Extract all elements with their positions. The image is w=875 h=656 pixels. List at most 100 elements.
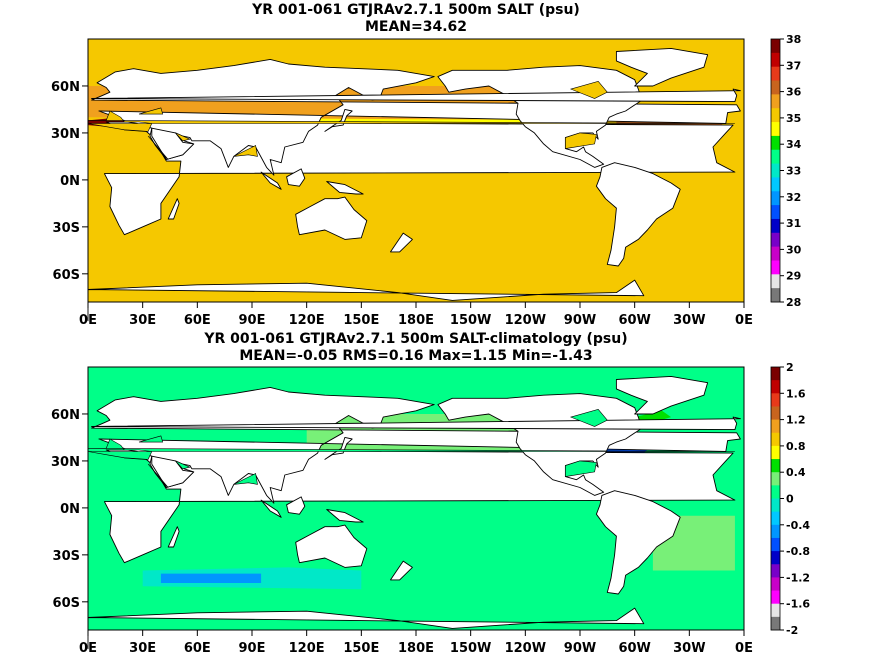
colorbar-swatch <box>771 590 780 605</box>
land-madagascar <box>167 198 180 220</box>
colorbar-swatch <box>771 288 780 303</box>
colorbar-label: -1.6 <box>786 598 810 611</box>
x-tick-label: 150E <box>343 641 379 656</box>
x-tick-label: 0E <box>735 641 753 656</box>
colorbar-swatch <box>771 52 780 68</box>
y-tick-label: 60N <box>51 80 80 95</box>
x-tick-label: 120E <box>289 313 325 328</box>
sea-gulf-of-mexico <box>565 460 597 477</box>
x-tick-label: 30W <box>673 641 705 656</box>
colorbar-swatch <box>771 511 780 526</box>
colorbar-swatch <box>771 380 780 394</box>
land-arabia-fix <box>151 127 195 160</box>
land-new-guinea <box>326 181 364 195</box>
land-australia <box>295 524 368 568</box>
land-uk <box>91 88 741 103</box>
colorbar-swatch <box>771 537 780 552</box>
sea-hudson-bay <box>569 408 608 427</box>
y-tick-label: 60N <box>51 408 80 423</box>
colorbar-swatch <box>771 205 780 220</box>
x-tick-label: 90E <box>239 641 266 656</box>
colorbar-label: 0.8 <box>786 440 806 453</box>
colorbar-swatch <box>771 406 780 420</box>
colorbar-swatch <box>771 149 780 164</box>
x-tick-label: 120W <box>505 641 546 656</box>
x-tick-label: 120E <box>289 641 325 656</box>
x-tick-label: 150W <box>450 313 491 328</box>
sea-persian-gulf <box>175 460 191 470</box>
land-new-zealand <box>390 560 413 581</box>
colorbar-swatch <box>771 191 780 206</box>
top-chart-title-line2: MEAN=34.62 <box>364 19 468 35</box>
land-south-america <box>595 162 681 267</box>
colorbar-swatch <box>771 498 780 513</box>
land-sumatra <box>260 171 282 190</box>
land-south-america <box>595 490 681 595</box>
map-panel-0: 0E 30E 60E 90E 120E 150E 180E 150W 120W 90W 60W 30W… <box>51 33 802 328</box>
top-chart-title-line1: YR 001-061 GTJRAv2.7.1 500m SALT (psu) <box>252 2 580 18</box>
colorbar-swatch <box>771 39 780 54</box>
x-tick-label: 90W <box>564 313 596 328</box>
sea-mediterranean <box>87 110 735 132</box>
colorbar-swatch <box>771 246 780 261</box>
colorbar-swatch <box>771 122 780 137</box>
land-madagascar <box>167 526 180 548</box>
x-tick-label: 0E <box>79 641 97 656</box>
colorbar-swatch <box>771 445 780 460</box>
colorbar-swatch <box>771 94 780 109</box>
colorbar-swatch <box>771 177 780 192</box>
colorbar-swatch <box>771 551 780 565</box>
colorbar-swatch <box>771 616 780 631</box>
colorbar-label: 33 <box>786 165 801 178</box>
colorbar-label: 0.4 <box>786 466 806 479</box>
colorbar-label: 34 <box>786 138 802 151</box>
land-greenland <box>615 375 709 415</box>
sea-hudson-bay <box>569 80 608 99</box>
field-indian-ocean-core <box>160 573 262 583</box>
x-tick-label: 60E <box>184 641 211 656</box>
sea-black-sea <box>138 435 164 443</box>
sea-black-sea <box>138 107 164 115</box>
colorbar-label: 0 <box>786 493 794 506</box>
x-tick-label: 30E <box>129 313 156 328</box>
colorbar-swatch <box>771 80 780 95</box>
colorbar-label: 38 <box>786 33 801 46</box>
colorbar-label: -2 <box>786 624 798 637</box>
y-tick-label: 60S <box>53 268 80 283</box>
land-borneo <box>286 168 306 187</box>
land-new-zealand <box>390 232 413 253</box>
colorbar-swatch <box>771 66 780 81</box>
colorbar-label: 35 <box>786 112 801 125</box>
colorbar-swatch <box>771 218 780 234</box>
land-australia <box>295 196 368 240</box>
land-uk <box>91 416 741 431</box>
x-tick-label: 0E <box>735 313 753 328</box>
colorbar-swatch <box>771 393 780 407</box>
x-tick-label: 30W <box>673 313 705 328</box>
sea-gulf-of-mexico <box>565 132 597 149</box>
x-tick-label: 180E <box>398 313 434 328</box>
colorbar-swatch <box>771 260 780 275</box>
land-sumatra <box>260 499 282 518</box>
colorbar-label: 36 <box>786 86 802 99</box>
x-tick-label: 180E <box>398 641 434 656</box>
colorbar-swatch <box>771 163 780 178</box>
colorbar-swatch <box>771 108 780 123</box>
colorbar-swatch <box>771 135 780 151</box>
x-tick-label: 150E <box>343 313 379 328</box>
colorbar-label: 29 <box>786 270 801 283</box>
colorbar-swatch <box>771 524 780 539</box>
sea-bay-of-bengal <box>233 473 258 485</box>
x-tick-label: 60W <box>618 641 650 656</box>
colorbar-label: 1.6 <box>786 387 806 400</box>
bottom-chart-title-line1: YR 001-061 GTJRAv2.7.1 500m SALT-climato… <box>204 331 628 347</box>
land-greenland <box>615 47 709 87</box>
colorbar-label: -0.4 <box>786 519 810 532</box>
colorbar-label: 30 <box>786 243 802 256</box>
x-tick-label: 30E <box>129 641 156 656</box>
y-tick-label: 30N <box>51 455 80 470</box>
colorbar-label: 32 <box>786 191 801 204</box>
bottom-chart-title-line2: MEAN=-0.05 RMS=0.16 Max=1.15 Min=-1.43 <box>239 348 593 364</box>
sea-red-sea <box>147 135 169 160</box>
x-tick-label: 60E <box>184 313 211 328</box>
